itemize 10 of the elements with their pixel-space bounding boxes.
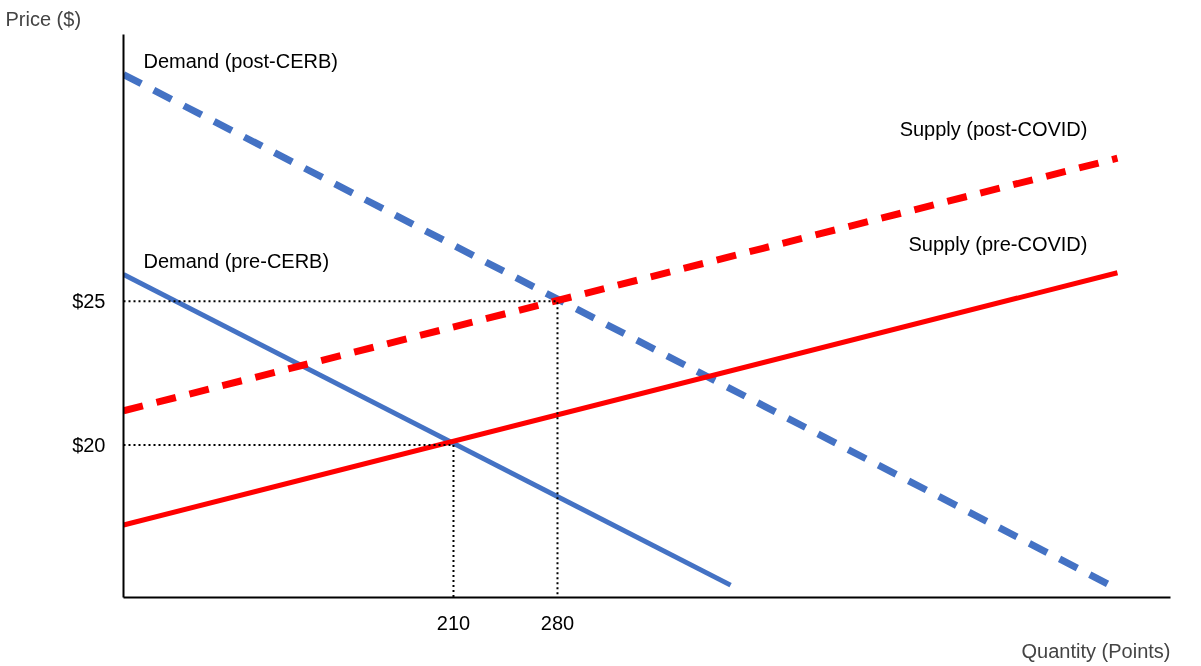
y-tick-label: $20 bbox=[72, 434, 106, 457]
x-tick-label: 210 bbox=[436, 611, 471, 634]
x-axis-title: Quantity (Points) bbox=[1021, 639, 1171, 662]
y-axis-title: Price ($) bbox=[5, 7, 82, 30]
series-label: Demand (post-CERB) bbox=[143, 50, 339, 73]
series-label: Supply (post-COVID) bbox=[899, 118, 1088, 141]
series-label: Demand (pre-CERB) bbox=[143, 250, 330, 273]
series-label: Supply (pre-COVID) bbox=[908, 232, 1088, 255]
x-tick-label: 280 bbox=[540, 611, 575, 634]
y-tick-label: $25 bbox=[72, 290, 106, 313]
